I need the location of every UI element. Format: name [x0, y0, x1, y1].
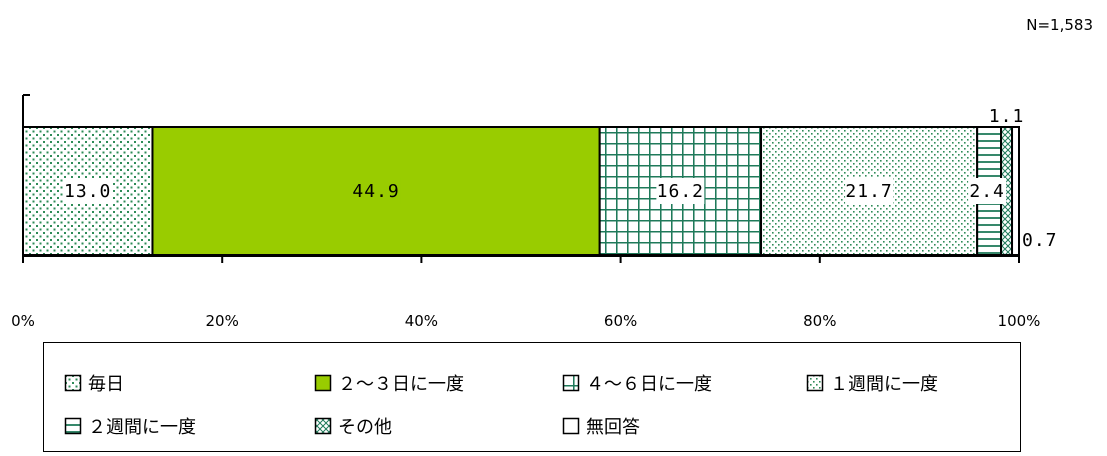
- value-label-bg-1: [63, 178, 112, 204]
- legend-label-5: ２週間に一度: [88, 417, 196, 438]
- bar-segment-7: [1011, 126, 1021, 256]
- x-tick-label-1: 20%: [206, 312, 239, 330]
- stacked-bar-chart: 13.0 44.9 16.2 21.7 2.4 1.1 0.7 0% 20% 40% 60% 80%…: [11, 94, 1058, 330]
- value-label-7: 0.7: [1022, 230, 1058, 251]
- x-tick-label-2: 40%: [405, 312, 438, 330]
- legend: 毎日 ２～３日に一度 ４～６日に一度 １週間に一度 ２週間に一度 その他 無回答: [43, 342, 1021, 452]
- axes: [22, 94, 1020, 263]
- x-tick-label-5: 100%: [998, 312, 1041, 330]
- legend-label-1: 毎日: [88, 374, 124, 395]
- value-labels: 13.0 44.9 16.2 21.7 2.4 1.1 0.7: [63, 106, 1058, 251]
- x-tick-label-4: 80%: [803, 312, 836, 330]
- legend-item-4: １週間に一度: [806, 370, 938, 396]
- legend-swatch-2: [314, 374, 332, 392]
- legend-swatch-6: [314, 417, 332, 435]
- value-label-2: 44.9: [352, 181, 399, 202]
- legend-swatch-1: [64, 374, 82, 392]
- value-label-3: 16.2: [657, 181, 704, 202]
- legend-swatch-7: [562, 417, 580, 435]
- value-label-6: 1.1: [989, 106, 1025, 127]
- value-label-5: 2.4: [969, 181, 1005, 202]
- sample-size-label: N=1,583: [1026, 16, 1093, 34]
- legend-swatch-4: [806, 374, 824, 392]
- legend-label-2: ２～３日に一度: [338, 374, 464, 395]
- value-label-bg-4: [845, 178, 894, 204]
- legend-label-3: ４～６日に一度: [586, 374, 712, 395]
- x-tick-label-3: 60%: [604, 312, 637, 330]
- legend-item-6: その他: [314, 413, 392, 439]
- x-tick-labels: 0% 20% 40% 60% 80% 100%: [11, 312, 1040, 330]
- legend-swatch-5: [64, 417, 82, 435]
- legend-swatch-3: [562, 374, 580, 392]
- bar-segments: [22, 126, 1021, 256]
- legend-label-6: その他: [338, 417, 392, 438]
- value-label-bg-2: [352, 178, 401, 204]
- value-label-1: 13.0: [64, 181, 111, 202]
- x-tick-label-0: 0%: [11, 312, 35, 330]
- legend-item-1: 毎日: [64, 370, 124, 396]
- legend-item-3: ４～６日に一度: [562, 370, 712, 396]
- legend-item-2: ２～３日に一度: [314, 370, 464, 396]
- legend-item-5: ２週間に一度: [64, 413, 196, 439]
- legend-label-7: 無回答: [586, 417, 640, 438]
- legend-label-4: １週間に一度: [830, 374, 938, 395]
- value-label-bg-5: [968, 178, 1007, 204]
- value-label-4: 21.7: [845, 181, 892, 202]
- value-label-bg-3: [656, 178, 705, 204]
- legend-item-7: 無回答: [562, 413, 640, 439]
